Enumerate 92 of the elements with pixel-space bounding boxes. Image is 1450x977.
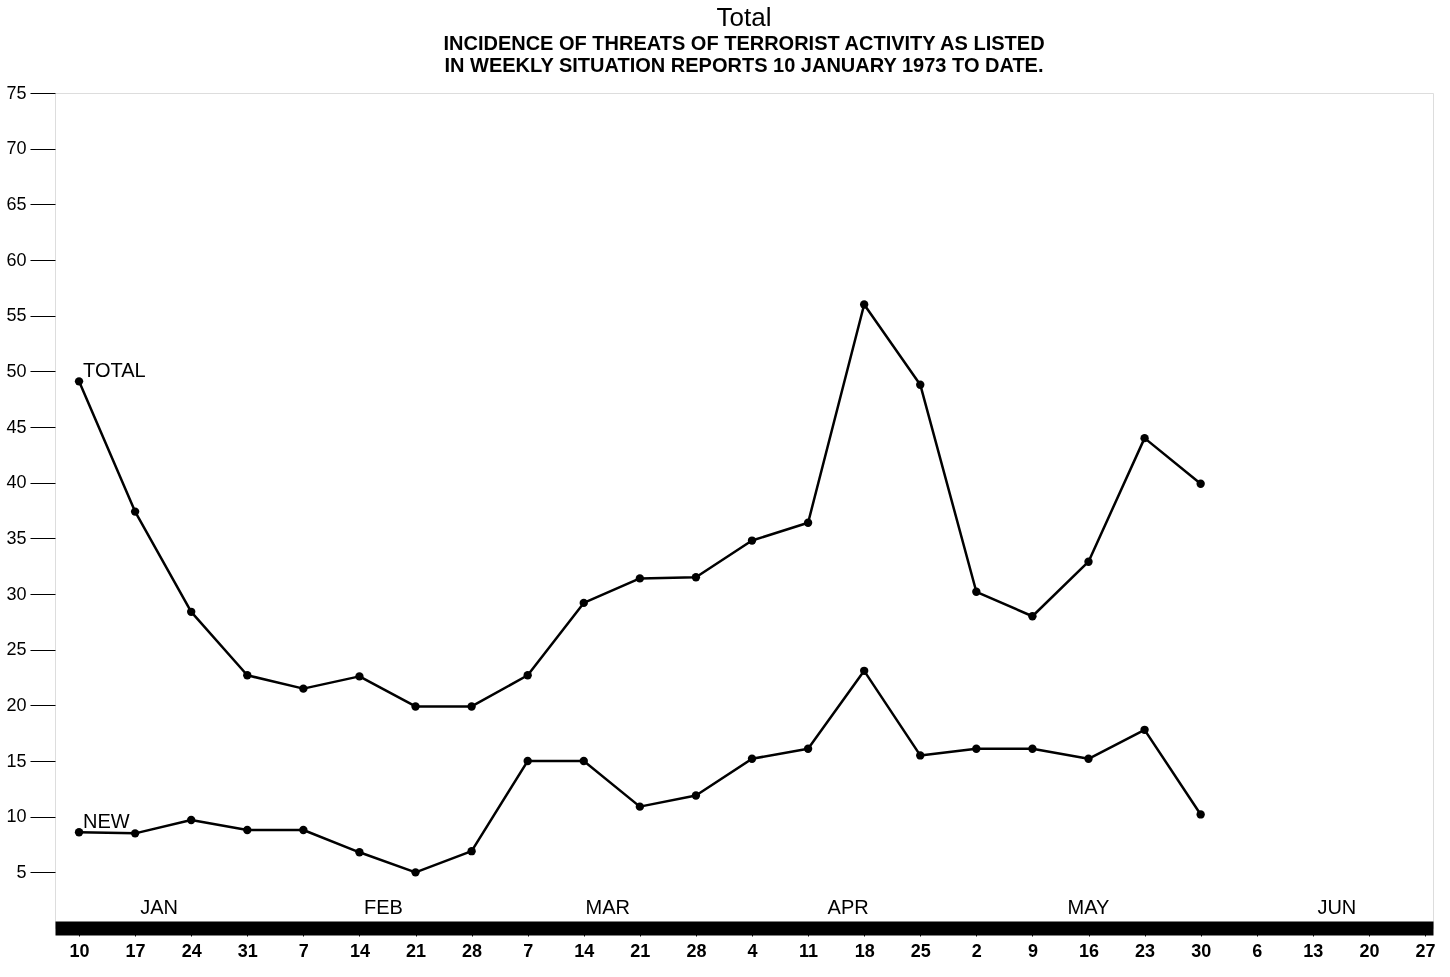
point xyxy=(747,536,757,545)
y-tick-label: 5 xyxy=(16,861,27,882)
point xyxy=(972,587,981,596)
point xyxy=(355,672,364,681)
chart-title: Total xyxy=(716,2,772,32)
x-tick-label: 28 xyxy=(686,940,707,961)
x-tick-label: 2 xyxy=(971,940,982,961)
x-tick-label: 30 xyxy=(1191,940,1212,961)
x-tick-label: 11 xyxy=(799,940,819,961)
x-tick-label: 4 xyxy=(747,940,758,961)
point xyxy=(130,507,140,516)
x-tick-label: 25 xyxy=(910,940,931,961)
point xyxy=(803,518,813,527)
point xyxy=(523,756,532,766)
point xyxy=(1140,725,1149,734)
y-tick-label: 65 xyxy=(6,193,27,214)
point xyxy=(1196,479,1205,488)
x-tick-label: 23 xyxy=(1135,940,1156,961)
point xyxy=(467,847,476,856)
point xyxy=(74,377,84,386)
point xyxy=(130,829,140,838)
x-tick-label: 20 xyxy=(1359,940,1380,961)
point xyxy=(243,825,252,835)
x2-tick-label: FEB xyxy=(364,896,403,918)
x2-tick-label: APR xyxy=(827,896,869,918)
point xyxy=(243,671,252,680)
point xyxy=(859,666,869,675)
point xyxy=(747,754,757,763)
y-tick-label: 15 xyxy=(6,750,27,771)
y-tick-label: 30 xyxy=(6,583,27,604)
point xyxy=(1196,810,1205,819)
x-tick-label: 9 xyxy=(1027,940,1038,961)
point xyxy=(579,598,588,608)
y-tick-label: 75 xyxy=(6,82,27,103)
point xyxy=(299,825,308,835)
point xyxy=(1028,744,1037,753)
x-tick-label: 24 xyxy=(181,940,202,961)
y-tick-label: 25 xyxy=(6,639,27,660)
point xyxy=(411,868,420,877)
y-tick-label: 35 xyxy=(6,527,27,548)
point xyxy=(859,300,869,309)
x-tick-label: 31 xyxy=(237,940,258,961)
point xyxy=(523,671,532,680)
x2-tick-label: MAY xyxy=(1067,896,1110,918)
x-tick-label: 7 xyxy=(298,940,309,961)
x-tick-label: 14 xyxy=(349,940,370,961)
point xyxy=(803,744,813,753)
point xyxy=(579,756,588,766)
point xyxy=(635,574,645,583)
y-tick-label: 10 xyxy=(6,806,27,827)
point xyxy=(74,828,84,837)
point xyxy=(691,791,701,800)
x2-tick-label: JAN xyxy=(140,896,179,918)
x2-tick-label: MAR xyxy=(585,896,631,918)
point xyxy=(1084,557,1093,566)
point xyxy=(916,380,925,389)
legend-label: NEW xyxy=(83,810,130,833)
point xyxy=(1084,754,1093,763)
x-tick-label: 6 xyxy=(1252,940,1263,961)
point xyxy=(691,573,701,582)
x-tick-label: 27 xyxy=(1415,940,1436,961)
legend-label: TOTAL xyxy=(83,359,146,382)
point xyxy=(299,684,308,693)
point xyxy=(635,802,645,811)
x-tick-label: 16 xyxy=(1078,940,1100,961)
y-tick-label: 70 xyxy=(6,138,27,159)
point xyxy=(187,815,196,825)
y-tick-label: 55 xyxy=(6,305,27,326)
x-tick-label: 17 xyxy=(125,940,146,961)
x-tick-label: 21 xyxy=(406,940,427,961)
point xyxy=(916,751,925,760)
point xyxy=(1140,433,1149,443)
x-tick-label: 14 xyxy=(574,940,595,961)
y-tick-label: 40 xyxy=(6,472,27,493)
chart-subtitle: INCIDENCE OF THREATS OF TERRORIST ACTIVITY AS LISTED IN WEEKLY SITUATION REPORTS 10 JANUARY 1973 TO DATE. xyxy=(443,32,1045,76)
y-tick-label: 60 xyxy=(6,249,27,270)
point xyxy=(355,848,364,857)
point xyxy=(467,702,476,711)
point xyxy=(411,702,420,711)
x-tick-label: 7 xyxy=(523,940,534,961)
x-tick-label: 18 xyxy=(854,940,875,961)
point xyxy=(972,744,981,753)
y-tick-label: 50 xyxy=(6,360,27,381)
x2-tick-label: JUN xyxy=(1317,896,1357,918)
point xyxy=(187,607,196,616)
y-tick-label: 45 xyxy=(6,416,27,437)
point xyxy=(1028,612,1037,621)
x-tick-label: 10 xyxy=(69,940,90,961)
x-tick-label: 21 xyxy=(630,940,651,961)
y-tick-label: 20 xyxy=(6,694,27,715)
x-tick-label: 13 xyxy=(1303,940,1324,961)
x-tick-label: 28 xyxy=(462,940,483,961)
